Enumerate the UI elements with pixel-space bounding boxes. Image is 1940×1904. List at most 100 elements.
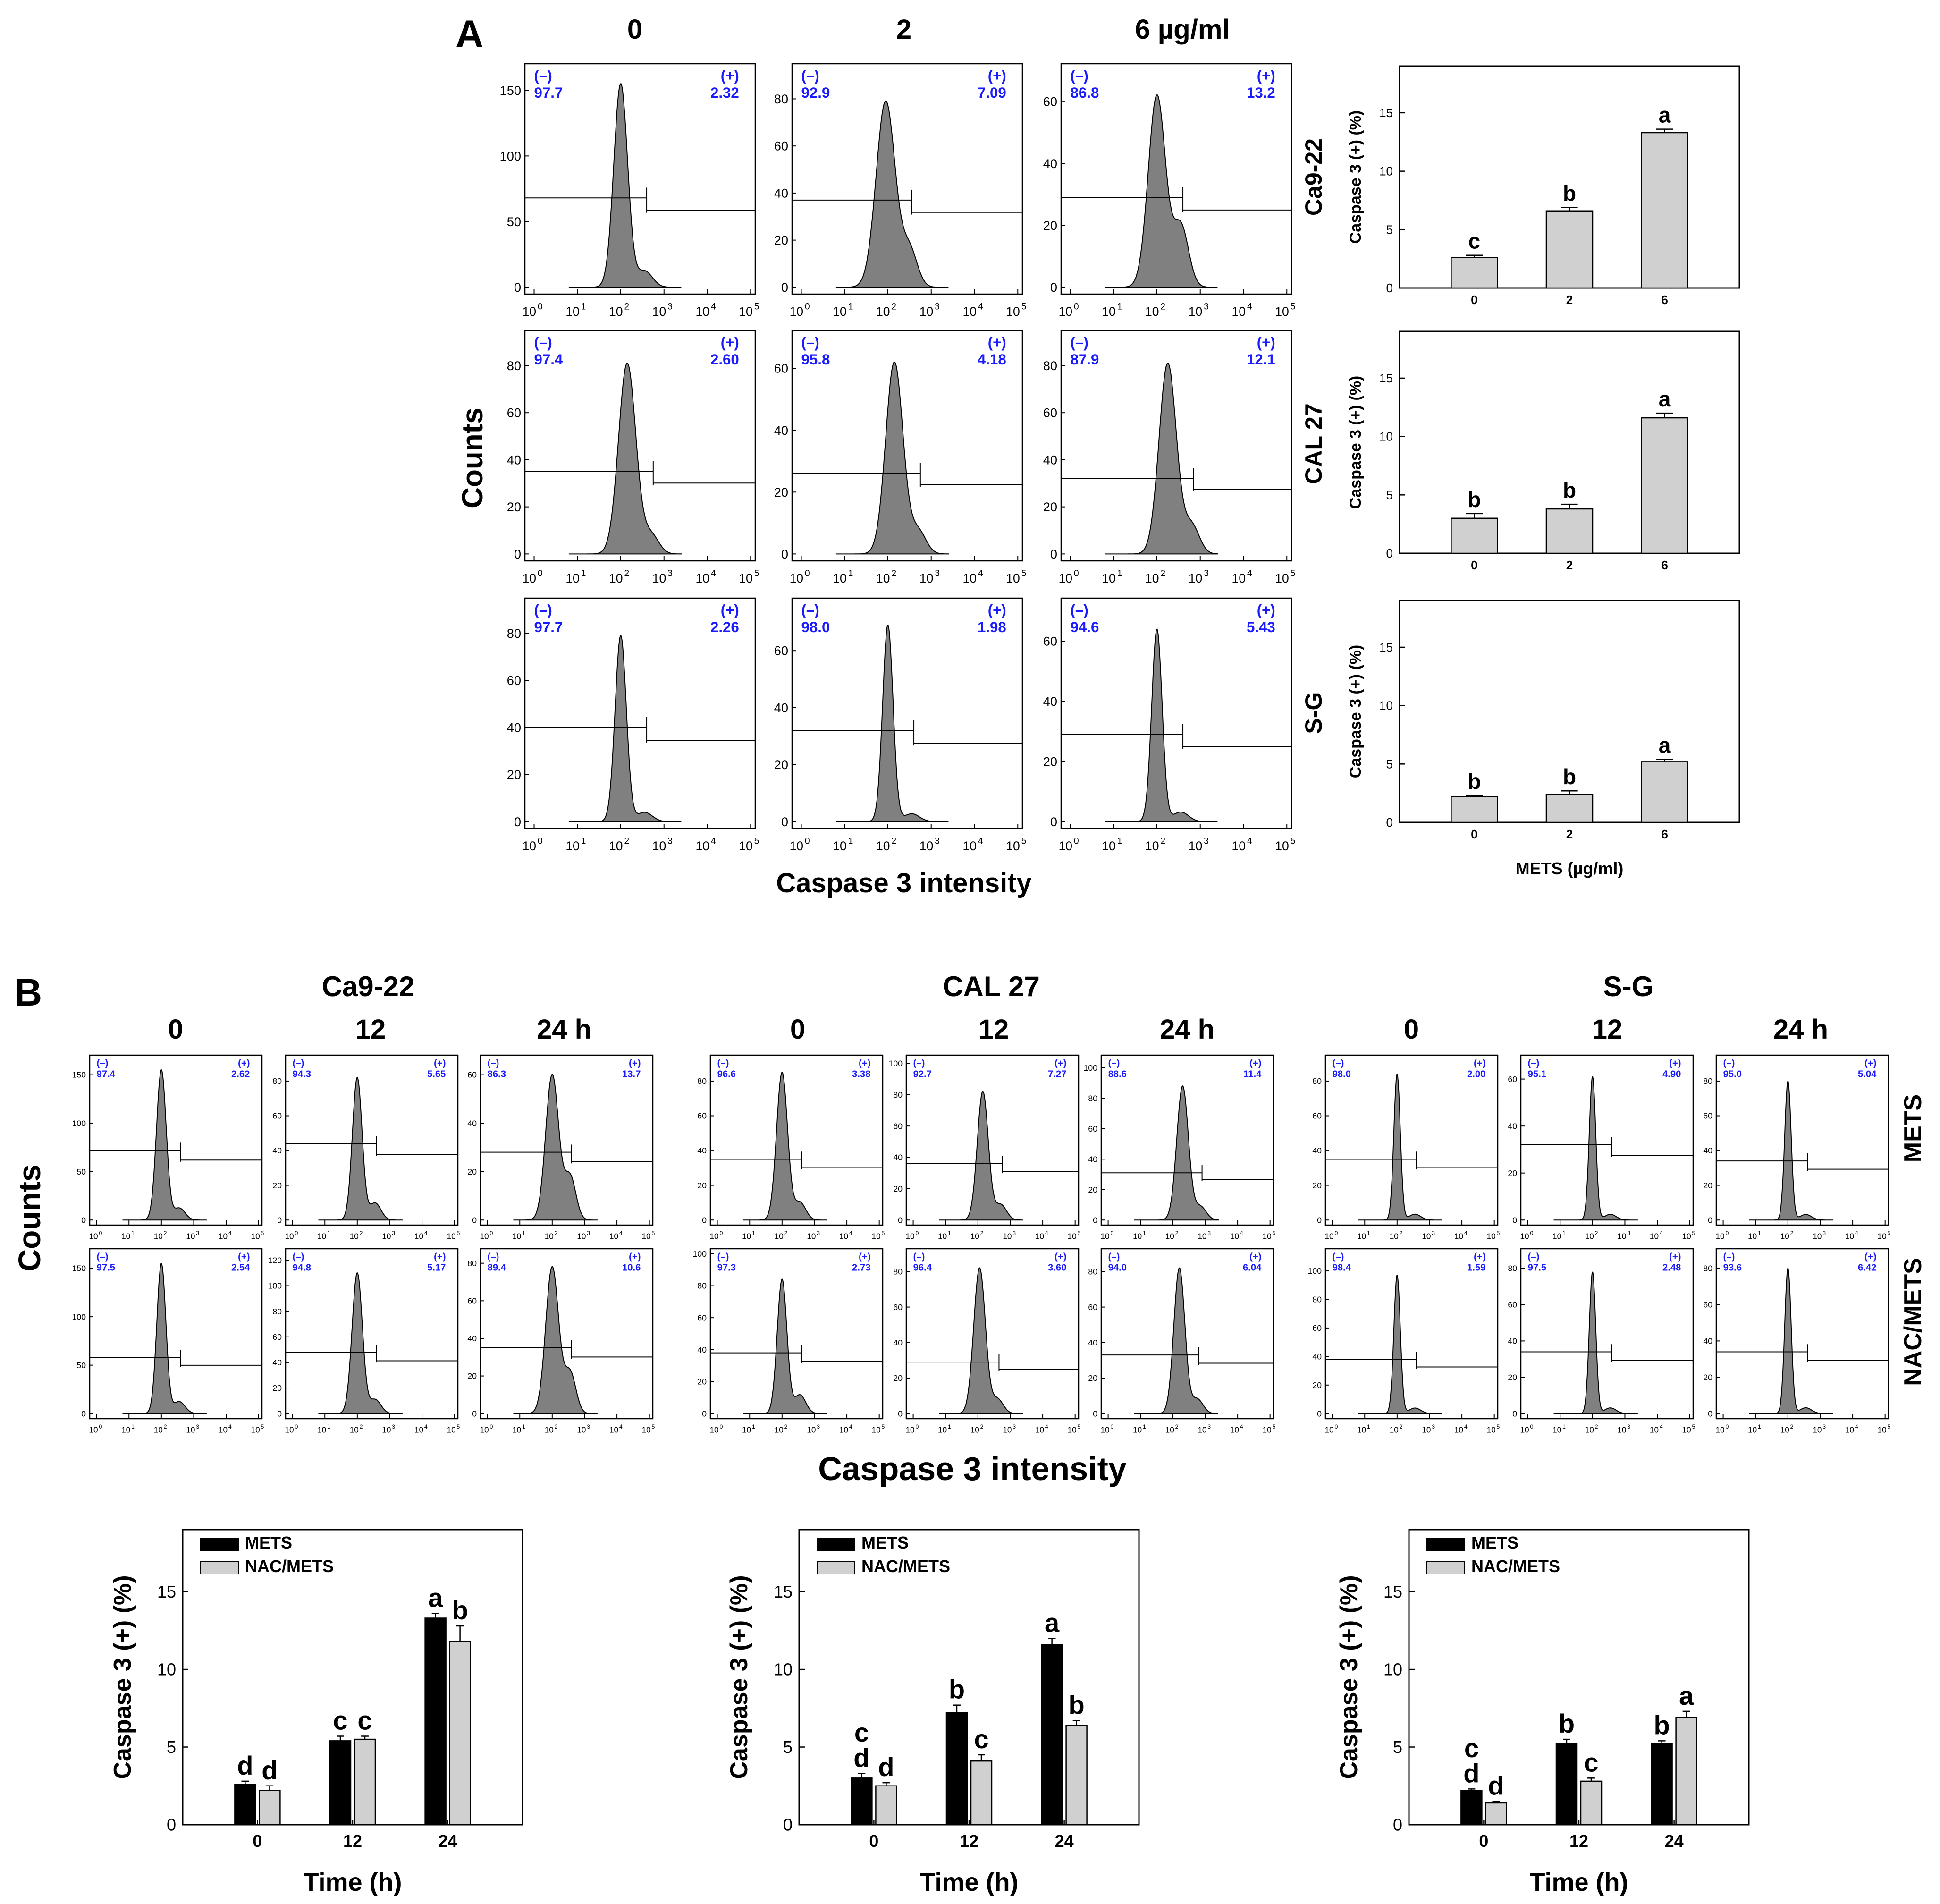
bar (1041, 1644, 1063, 1826)
x-tick-label: 10 (1845, 1425, 1854, 1435)
x-tick-exponent: 4 (1045, 1230, 1048, 1236)
x-axis-label: Time (h) (1529, 1868, 1628, 1896)
negative-gate-label: (–) (293, 1252, 304, 1262)
significance-letter: b (1068, 1690, 1084, 1720)
positive-percent: 6.42 (1858, 1263, 1876, 1273)
panel-a-dose-6-header: 6 µg/ml (1135, 14, 1230, 45)
time-header: 24 h (537, 1014, 591, 1045)
positive-percent: 2.48 (1662, 1263, 1681, 1273)
x-tick-label: 10 (1715, 1232, 1724, 1241)
x-tick-exponent: 3 (1207, 1423, 1211, 1430)
legend-swatch (817, 1561, 855, 1574)
y-tick-label: 40 (1043, 156, 1057, 171)
bar (851, 1777, 873, 1826)
x-tick-exponent: 4 (711, 836, 716, 846)
x-tick-exponent: 2 (980, 1230, 984, 1236)
positive-percent: 4.90 (1662, 1069, 1681, 1080)
negative-percent: 86.3 (488, 1069, 506, 1080)
x-tick-label: 0 (1479, 1831, 1488, 1851)
negative-percent: 94.3 (293, 1069, 311, 1080)
x-tick-exponent: 5 (1273, 1423, 1276, 1430)
negative-percent: 98.0 (1333, 1069, 1351, 1080)
histogram-curve (122, 1263, 207, 1414)
x-tick-exponent: 0 (1110, 1423, 1113, 1430)
negative-gate-label: (–) (801, 334, 819, 351)
x-tick-exponent: 0 (1334, 1423, 1338, 1430)
y-tick-label: 60 (1703, 1111, 1712, 1121)
bar (1641, 417, 1688, 554)
positive-percent: 1.98 (978, 619, 1006, 635)
x-tick-exponent: 1 (1562, 1230, 1566, 1236)
y-tick-label: 60 (467, 1296, 477, 1305)
significance-letter: d (1463, 1758, 1479, 1788)
x-tick-exponent: 4 (228, 1230, 232, 1236)
positive-percent: 2.26 (710, 619, 739, 635)
x-tick-label: 10 (609, 305, 623, 319)
y-tick-label: 20 (774, 233, 788, 247)
y-tick-label: 40 (893, 1153, 903, 1162)
x-tick-label: 10 (876, 839, 890, 853)
x-tick-label: 0 (1471, 827, 1477, 841)
x-tick-exponent: 5 (1497, 1230, 1500, 1236)
y-tick-label: 20 (1043, 499, 1057, 514)
panel-a-counts-label: Counts (456, 407, 489, 508)
y-tick-label: 80 (272, 1307, 282, 1316)
x-tick-exponent: 2 (555, 1230, 558, 1236)
y-tick-label: 40 (1043, 452, 1057, 467)
x-tick-exponent: 0 (538, 568, 543, 578)
positive-percent: 2.32 (710, 85, 739, 101)
negative-gate-label: (–) (534, 334, 552, 351)
significance-letter: b (1563, 764, 1576, 789)
plot-frame (1100, 1248, 1274, 1420)
x-tick-exponent: 0 (915, 1230, 919, 1236)
y-tick-label: 0 (277, 1215, 282, 1225)
legend-label: NAC/METS (1471, 1557, 1560, 1576)
x-tick-label: 10 (1006, 839, 1020, 853)
negative-gate-label: (–) (534, 602, 552, 618)
positive-percent: 2.00 (1467, 1069, 1485, 1080)
histogram-curve (1553, 1271, 1638, 1414)
x-tick-label: 10 (1780, 1232, 1789, 1241)
bar (1545, 210, 1594, 289)
y-tick-label: 0 (514, 280, 521, 295)
y-tick-label: 80 (774, 92, 788, 106)
plot-frame (480, 1248, 654, 1420)
x-tick-label: 10 (652, 305, 666, 319)
x-tick-label: 10 (1390, 1232, 1399, 1241)
histogram-curve (1134, 1267, 1219, 1414)
time-header: 24 h (1773, 1014, 1828, 1045)
negative-gate-label: (–) (1108, 1252, 1120, 1262)
y-tick-label: 40 (774, 423, 788, 438)
bar (970, 1760, 993, 1826)
x-tick-exponent: 3 (817, 1423, 820, 1430)
x-tick-label: 10 (905, 1232, 914, 1241)
x-tick-exponent: 4 (228, 1423, 232, 1430)
x-tick-exponent: 2 (1790, 1230, 1794, 1236)
positive-percent: 5.17 (427, 1263, 446, 1273)
plot-frame (524, 63, 756, 295)
x-tick-label: 24 (439, 1831, 457, 1851)
x-tick-exponent: 1 (848, 836, 853, 846)
panel-a-dose-0-header: 0 (627, 14, 642, 45)
plot-frame (480, 1054, 654, 1226)
x-tick-exponent: 4 (619, 1423, 623, 1430)
x-tick-label: 10 (876, 571, 890, 585)
negative-gate-label: (–) (293, 1058, 304, 1068)
x-tick-label: 10 (1324, 1425, 1333, 1435)
x-tick-label: 10 (1189, 305, 1203, 319)
x-tick-exponent: 3 (587, 1230, 590, 1236)
positive-percent: 2.73 (852, 1263, 870, 1273)
bar (1460, 1790, 1483, 1826)
negative-percent: 88.6 (1108, 1069, 1127, 1080)
significance-letter: c (1584, 1747, 1598, 1777)
time-header: 0 (1404, 1014, 1419, 1045)
plot-frame (1060, 63, 1292, 295)
positive-gate-label: (+) (238, 1058, 250, 1068)
y-tick-label: 80 (893, 1267, 903, 1277)
x-tick-label: 10 (1878, 1232, 1887, 1241)
negative-percent: 98.4 (1333, 1263, 1351, 1273)
x-tick-label: 10 (1275, 305, 1289, 319)
